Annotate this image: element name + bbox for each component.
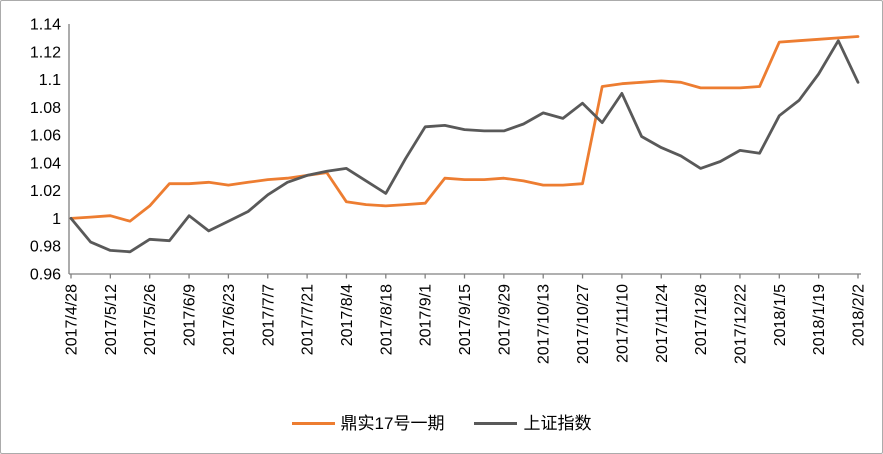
- y-axis-tick-label: 0.98: [30, 239, 61, 256]
- legend-item-0[interactable]: 鼎实17号一期: [291, 413, 445, 433]
- x-axis-tick-label: 2017/9/29: [496, 284, 513, 355]
- x-axis-tick-label: 2017/11/24: [654, 284, 671, 363]
- x-axis-tick-label: 2017/5/26: [142, 284, 159, 355]
- x-axis-tick-label: 2017/6/23: [221, 284, 238, 355]
- x-axis-tick-label: 2018/1/19: [811, 284, 828, 355]
- x-axis-tick-label: 2017/9/15: [457, 284, 474, 355]
- x-axis-tick-label: 2017/11/10: [614, 284, 631, 363]
- series-line-1: [69, 39, 860, 254]
- x-axis-tick-label: 2017/7/21: [300, 284, 317, 355]
- y-axis-tick-label: 1.02: [30, 183, 61, 200]
- y-axis-tick-label: 1.08: [30, 100, 61, 117]
- x-axis-tick-label: 2017/10/27: [575, 284, 592, 364]
- y-axis-tick-label: 1.12: [30, 44, 61, 61]
- y-axis-tick-label: 0.96: [30, 267, 61, 284]
- legend-label: 鼎实17号一期: [340, 413, 445, 433]
- x-axis-tick-label: 2017/9/1: [418, 284, 435, 346]
- legend-label: 上证指数: [523, 413, 592, 433]
- legend-line-swatch: [291, 421, 335, 425]
- legend-line-swatch: [474, 421, 518, 425]
- y-axis-tick-label: 1.06: [30, 128, 61, 145]
- y-axis-tick-label: 1.04: [30, 155, 61, 172]
- x-axis-tick-label: 2018/1/5: [772, 284, 789, 346]
- x-axis-tick-label: 2017/8/4: [339, 284, 356, 346]
- x-axis-tick-label: 2017/4/28: [64, 284, 81, 355]
- x-axis-tick-label: 2017/8/18: [378, 284, 395, 355]
- x-axis-tick-label: 2017/7/7: [260, 284, 277, 346]
- x-axis-tick-label: 2017/12/8: [693, 284, 710, 355]
- chart-legend: 鼎实17号一期 上证指数: [1, 405, 882, 441]
- series-line-0: [69, 35, 860, 223]
- x-axis-tick-label: 2018/2/2: [851, 284, 868, 346]
- x-axis-tick-label: 2017/6/9: [182, 284, 199, 346]
- legend-item-1[interactable]: 上证指数: [474, 415, 591, 432]
- y-axis-tick-label: 1: [52, 211, 61, 228]
- x-axis-tick-label: 2017/10/13: [536, 284, 553, 364]
- y-axis-tick-label: 1.14: [30, 17, 61, 34]
- x-axis-tick-label: 2017/5/12: [103, 284, 120, 355]
- x-axis-tick-label: 2017/12/22: [732, 284, 749, 364]
- y-axis-tick-label: 1.1: [39, 72, 61, 89]
